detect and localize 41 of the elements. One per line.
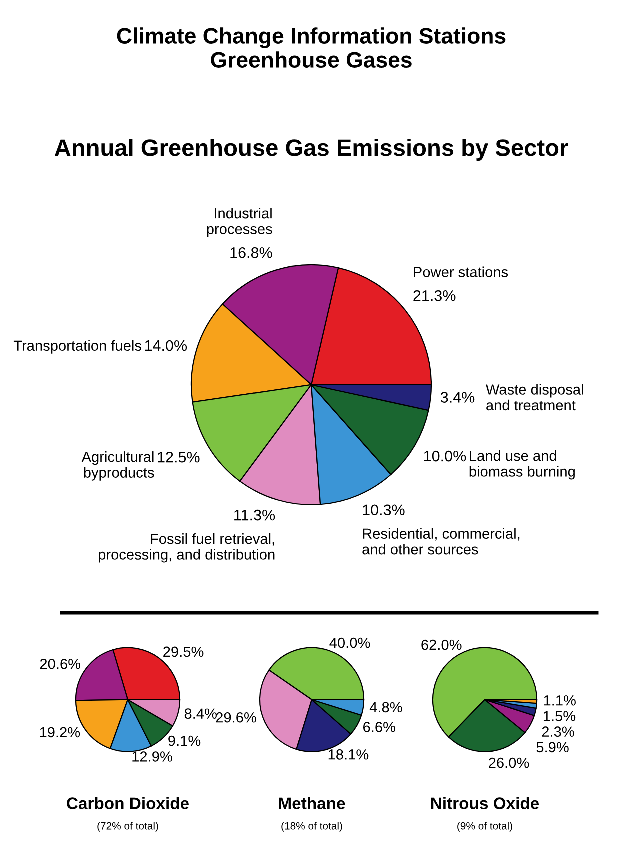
data-label: 11.3%	[234, 510, 276, 521]
data-label: 1.5%	[544, 711, 576, 722]
text: Carbon Dioxide	[67, 797, 190, 810]
data-label: 3.4%	[440, 392, 475, 403]
data-label: 14.0%	[145, 340, 188, 352]
slice-label: Fossil fuel retrieval, processing, and distribution	[99, 533, 275, 563]
data-label: 12.9%	[132, 752, 172, 762]
text: (72% of total)	[98, 822, 158, 832]
data-label: 40.0%	[330, 638, 370, 648]
data-label: 18.1%	[328, 750, 369, 760]
slice-label: Industrial processes	[207, 208, 272, 238]
slice-label: Waste disposal and treatment	[486, 384, 584, 411]
data-label: 1.1%	[544, 696, 576, 706]
data-label: 10.3%	[363, 504, 405, 516]
data-label: 20.6%	[40, 658, 81, 670]
slice-label: Power stations	[414, 266, 508, 278]
data-label: 19.2%	[40, 727, 80, 738]
text: Nitrous Oxide	[431, 797, 540, 810]
data-label: 12.5%	[158, 452, 200, 463]
data-label: 5.9%	[536, 742, 569, 753]
data-label: 6.6%	[363, 722, 396, 732]
data-label: 4.8%	[370, 702, 402, 713]
data-label: 21.3%	[414, 290, 456, 302]
data-label: 8.4%	[184, 708, 217, 720]
chart-title: Climate Change Information Stations Greenhouse Gases	[117, 28, 506, 68]
data-label: 2.3%	[542, 726, 574, 738]
data-label: 9.1%	[168, 736, 201, 746]
slice-label: Transportation fuels	[14, 340, 142, 354]
data-label: 62.0%	[422, 640, 462, 650]
chart-subtitle: Annual Greenhouse Gas Emissions by Sector	[54, 138, 568, 162]
data-label: 26.0%	[489, 758, 530, 768]
text: (18% of total)	[282, 822, 342, 832]
text: Methane	[279, 797, 346, 810]
slice-label: Residential, commercial, and other sources	[362, 528, 520, 555]
data-label: 29.5%	[164, 646, 204, 658]
data-label: 29.6%	[216, 712, 256, 723]
slice-label: Agricultural byproducts	[82, 452, 154, 481]
data-label: 10.0%	[424, 450, 466, 462]
data-label: 16.8%	[230, 247, 272, 258]
slice-label: Land use and biomass burning	[470, 450, 575, 480]
text: (9% of total)	[458, 822, 512, 832]
